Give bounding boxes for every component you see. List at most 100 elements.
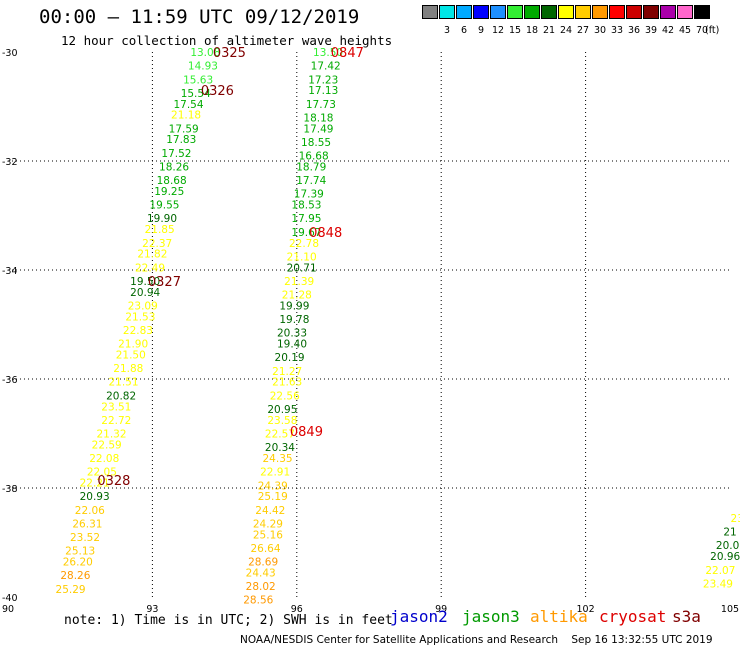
swh-point-label: 22.91 xyxy=(260,467,290,479)
swh-point-label: 23.52 xyxy=(70,532,100,544)
x-tick-label: 96 xyxy=(291,604,303,615)
scale-swatch xyxy=(490,5,506,19)
swh-point-label: 22.59 xyxy=(92,439,122,451)
swh-point-label: 17.52 xyxy=(161,148,191,160)
swh-point-label: 18.55 xyxy=(301,137,331,149)
swh-point-label: 24.39 xyxy=(258,480,288,492)
scale-swatch xyxy=(677,5,693,19)
swh-point-label: 17.39 xyxy=(294,189,324,201)
swh-point-label: 22.37 xyxy=(142,238,172,250)
swh-point-label: 18.79 xyxy=(296,161,326,173)
swh-point-label: 15.63 xyxy=(183,74,213,86)
scale-tick-label: 39 xyxy=(645,25,658,36)
scale-tick-label: 27 xyxy=(577,25,590,36)
scale-swatch xyxy=(558,5,574,19)
scale-swatch xyxy=(507,5,523,19)
swh-point-label: 20.34 xyxy=(265,442,295,454)
swh-point-label: 22.83 xyxy=(123,325,153,337)
scale-tick-label: 36 xyxy=(628,25,641,36)
swh-point-label: 22.21 xyxy=(80,478,110,490)
swh-point-label: 21.85 xyxy=(145,224,175,236)
swh-point-label: 21.63 xyxy=(272,377,302,389)
scale-swatch xyxy=(592,5,608,19)
x-tick-label: 99 xyxy=(435,604,447,615)
map-subtitle: 12 hour collection of altimeter wave hei… xyxy=(61,33,393,48)
swh-point-label: 26.31 xyxy=(72,518,102,530)
swh-point-label: 21.53 xyxy=(125,311,155,323)
scale-swatch xyxy=(626,5,642,19)
swh-point-label: 20.19 xyxy=(275,352,305,364)
scale-swatch xyxy=(660,5,676,19)
scale-swatch xyxy=(609,5,625,19)
swh-point-label: 19.67 xyxy=(291,227,321,239)
swh-point-label: 17.83 xyxy=(166,134,196,146)
swh-point-label: 13.08 xyxy=(190,47,220,59)
swh-point-label: 22.72 xyxy=(101,415,131,427)
swh-point-label: 22.49 xyxy=(135,262,165,274)
swh-point-label: 13.50 xyxy=(313,47,343,59)
swh-point-label: 19.40 xyxy=(277,339,307,351)
swh-point-label: 21.90 xyxy=(118,339,148,351)
swh-point-label: 22.57 xyxy=(265,429,295,441)
swh-point-label: 18.26 xyxy=(159,161,189,173)
x-tick-label: 102 xyxy=(577,604,595,615)
swh-point-label: 23.58 xyxy=(267,415,297,427)
scale-swatch xyxy=(694,5,710,19)
swh-point-label: 21 xyxy=(723,527,736,539)
swh-point-label: 21.50 xyxy=(116,349,146,361)
swh-point-label: 21.51 xyxy=(108,377,138,389)
satellite-label-altika: altika xyxy=(530,607,588,626)
y-tick-label: -34 xyxy=(2,266,18,277)
scale-tick-label: 15 xyxy=(509,25,522,36)
swh-point-label: 26.20 xyxy=(63,557,93,569)
swh-point-label: 16.68 xyxy=(299,151,329,163)
swh-point-label: 22.78 xyxy=(289,238,319,250)
x-tick-label: 105 xyxy=(721,604,739,615)
swh-point-label: 25.16 xyxy=(253,529,283,541)
pass-time-label: 0328 xyxy=(97,474,130,489)
swh-point-label: 14.93 xyxy=(188,61,218,73)
y-tick-label: -32 xyxy=(2,157,18,168)
scale-tick-label: 21 xyxy=(543,25,556,36)
satellite-label-jason3: jason3 xyxy=(462,607,520,626)
swh-point-label: 22.08 xyxy=(89,453,119,465)
scale-swatch xyxy=(422,5,438,19)
swh-point-label: 19.50 xyxy=(130,276,160,288)
scale-swatch xyxy=(524,5,540,19)
swh-point-label: 23.51 xyxy=(101,401,131,413)
swh-point-label: 26.64 xyxy=(250,543,280,555)
swh-point-label: 21.18 xyxy=(171,110,201,122)
swh-point-label: 20.93 xyxy=(80,491,110,503)
swh-point-label: 20.95 xyxy=(267,404,297,416)
y-tick-label: -40 xyxy=(2,593,18,604)
swh-point-label: 19.99 xyxy=(279,300,309,312)
scale-tick-label: 30 xyxy=(594,25,607,36)
swh-point-label: 21.82 xyxy=(137,249,167,261)
satellite-label-s3a: s3a xyxy=(672,607,701,626)
scale-tick-label: 24 xyxy=(560,25,573,36)
swh-point-label: 17.54 xyxy=(173,99,203,111)
scale-swatch xyxy=(575,5,591,19)
swh-point-label: 21.32 xyxy=(96,429,126,441)
y-tick-label: -38 xyxy=(2,484,18,495)
swh-point-label: 22.07 xyxy=(705,565,735,577)
footer-note: note: 1) Time is in UTC; 2) SWH is in fe… xyxy=(64,613,393,628)
swh-point-label: 18.68 xyxy=(157,175,187,187)
swh-point-label: 28.69 xyxy=(248,557,278,569)
swh-point-label: 17.95 xyxy=(291,213,321,225)
swh-point-label: 22.06 xyxy=(75,505,105,517)
swh-point-label: 25.13 xyxy=(65,546,95,558)
swh-point-label: 21.28 xyxy=(282,290,312,302)
swh-point-label: 17.42 xyxy=(311,61,341,73)
swh-point-label: 23.09 xyxy=(128,300,158,312)
swh-point-label: 24.35 xyxy=(263,453,293,465)
scale-tick-label: 70 xyxy=(696,25,709,36)
swh-point-label: 24.29 xyxy=(253,518,283,530)
swh-point-label: 25.19 xyxy=(258,491,288,503)
scale-unit-label: (ft) xyxy=(705,25,720,36)
scale-swatch xyxy=(473,5,489,19)
swh-point-label: 22.05 xyxy=(87,467,117,479)
swh-point-label: 19.55 xyxy=(149,200,179,212)
swh-point-label: 17.74 xyxy=(296,175,326,187)
